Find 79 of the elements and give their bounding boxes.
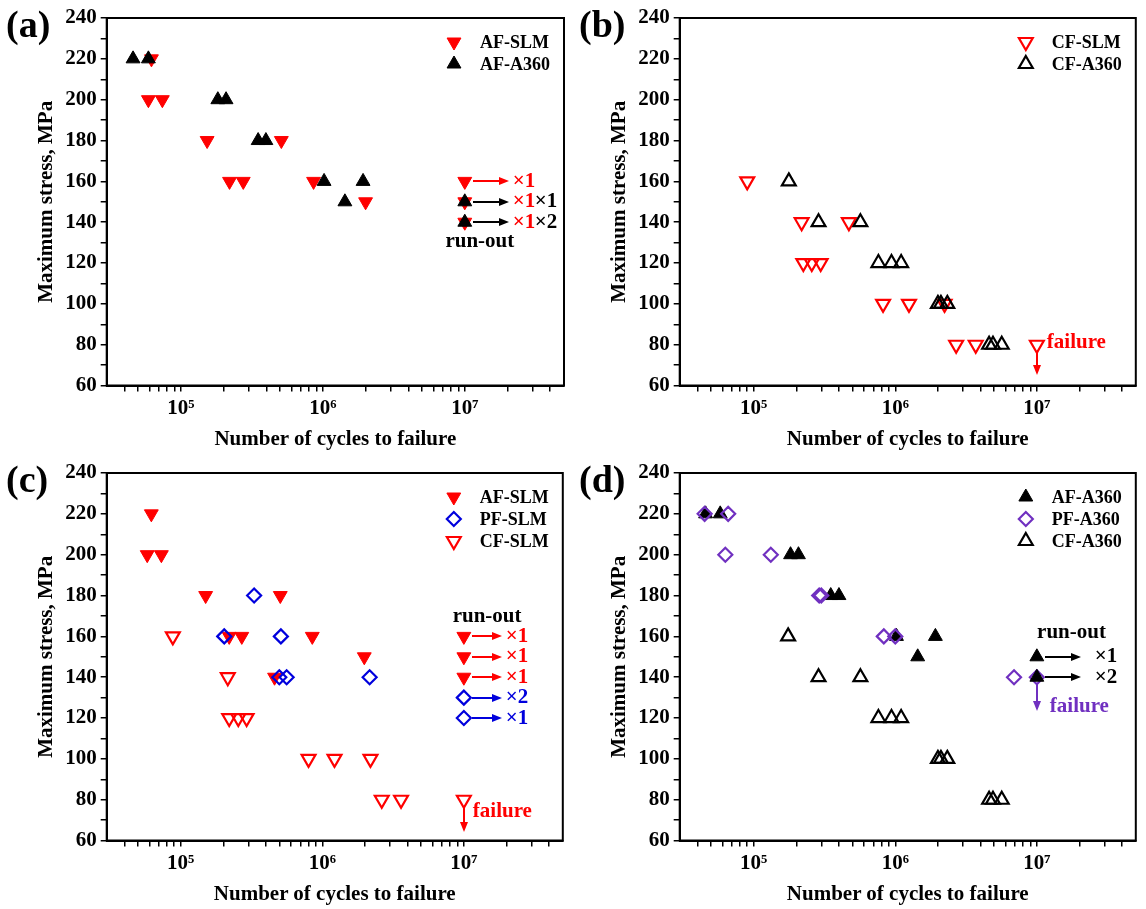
y-tick-label: 60 [75,372,97,397]
y-tick-label: 160 [65,167,97,192]
x-tick-label: 10⁵ [167,394,195,419]
x-tick-label: 10⁷ [451,394,479,419]
y-axis-title: Maximum stress, MPa [606,100,631,303]
y-tick-label: 240 [638,459,670,484]
chart-title: (b) [579,2,626,46]
y-axis-title: Maximum stress, MPa [606,555,631,758]
y-tick-label: 140 [65,663,97,688]
y-tick-label: 220 [65,45,97,70]
y-tick-label: 100 [638,745,670,770]
y-tick-label: 120 [638,249,670,274]
legend-label: PF-SLM [479,508,547,529]
x-tick-label: 10⁵ [740,849,768,874]
y-tick-label: 200 [638,86,670,111]
y-tick-label: 180 [65,581,97,606]
x-tick-label: 10⁶ [881,394,909,419]
y-tick-label: 140 [638,208,670,233]
legend-label: CF-A360 [1051,530,1122,551]
y-tick-label: 60 [648,372,670,397]
chart-title: (d) [579,457,626,501]
x-tick-label: 10⁷ [1023,849,1051,874]
x-axis-title: Number of cycles to failure [213,880,456,905]
annotation: run-out [1037,619,1106,644]
y-tick-label: 100 [638,290,670,315]
annotation: failure [1046,329,1106,354]
y-tick-label: 200 [65,86,97,111]
y-tick-label: 80 [75,331,97,356]
x-tick-label: 10⁷ [450,849,478,874]
x-tick-label: 10⁶ [881,849,909,874]
y-tick-label: 60 [648,827,670,852]
legend-label: PF-A360 [1051,508,1120,529]
x-tick-label: 10⁶ [308,849,336,874]
x-axis-title: Number of cycles to failure [786,880,1029,905]
x-tick-label: 10⁵ [167,849,195,874]
y-tick-label: 180 [638,126,670,151]
y-tick-label: 120 [638,704,670,729]
y-tick-label: 100 [65,745,97,770]
y-tick-label: 160 [65,622,97,647]
legend-label: CF-A360 [1051,53,1122,74]
y-tick-label: 60 [75,827,97,852]
y-axis-title: Maximum stress, MPa [33,555,58,758]
y-tick-label: 120 [65,249,97,274]
x-tick-label: 10⁶ [309,394,337,419]
x-tick-label: 10⁷ [1023,394,1051,419]
y-tick-label: 200 [638,541,670,566]
y-tick-label: 200 [65,541,97,566]
x-tick-label: 10⁵ [740,394,768,419]
chart-title: (c) [6,457,49,501]
y-tick-label: 240 [65,4,97,29]
y-tick-label: 120 [65,704,97,729]
y-tick-label: 100 [65,290,97,315]
y-tick-label: 220 [65,500,97,525]
legend-label: AF-SLM [480,31,550,52]
y-tick-label: 80 [648,786,670,811]
y-tick-label: 160 [638,622,670,647]
y-tick-label: 220 [638,500,670,525]
annotation: run-out [445,227,515,252]
annotation: failure [472,798,532,823]
y-tick-label: 140 [65,208,97,233]
legend-label: CF-SLM [1051,31,1121,52]
y-tick-label: 240 [65,459,97,484]
x-axis-title: Number of cycles to failure [786,425,1029,450]
chart-title: (a) [6,2,51,46]
y-tick-label: 220 [638,45,670,70]
y-tick-label: 240 [638,4,670,29]
x-axis-title: Number of cycles to failure [214,425,457,450]
y-tick-label: 80 [75,786,97,811]
legend-label: AF-A360 [480,53,551,74]
y-tick-label: 80 [648,331,670,356]
y-tick-label: 160 [638,167,670,192]
y-tick-label: 180 [638,581,670,606]
legend-label: CF-SLM [479,530,549,551]
y-tick-label: 140 [638,663,670,688]
legend-label: AF-SLM [479,486,549,507]
y-tick-label: 180 [65,126,97,151]
y-axis-title: Maximum stress, MPa [33,100,58,303]
annotation: failure [1049,692,1109,717]
legend-label: AF-A360 [1051,486,1122,507]
